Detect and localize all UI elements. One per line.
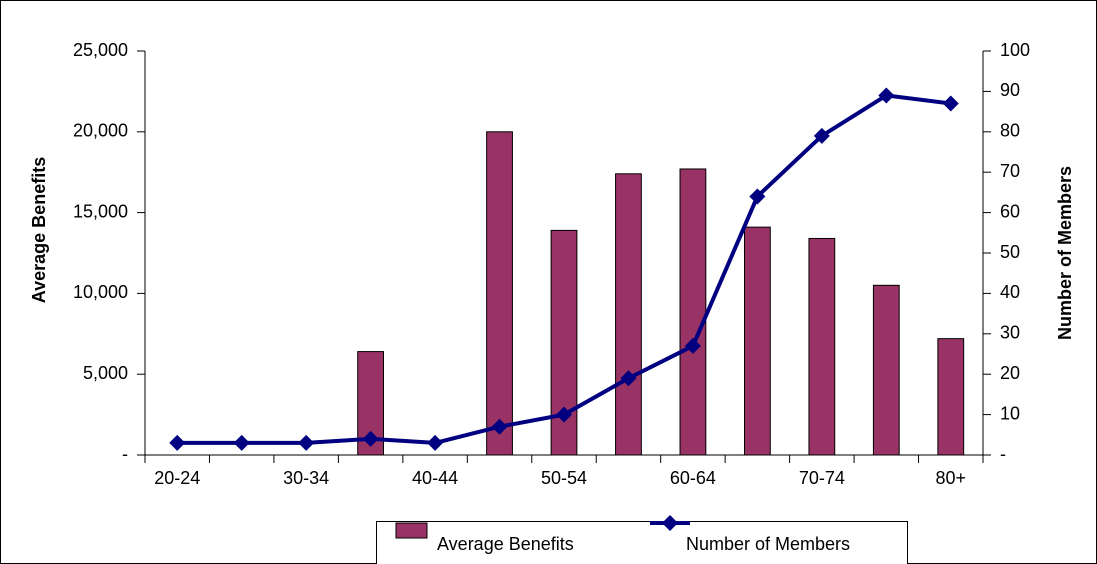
y-tick-label: 15,000 (73, 201, 128, 221)
y-tick-label: 20,000 (73, 121, 128, 141)
x-tick-label: 80+ (935, 468, 966, 488)
marker (491, 418, 508, 435)
bar (937, 338, 965, 456)
x-tick-label: 40-44 (412, 468, 458, 488)
x-tick-label: 70-74 (799, 468, 845, 488)
y-tick-label: 10,000 (73, 282, 128, 302)
y-tick-label: 5,000 (83, 363, 128, 383)
y2-tick-label: 90 (1000, 80, 1020, 100)
y2-tick-label: 100 (1000, 40, 1030, 60)
marker (169, 434, 186, 451)
marker (942, 95, 959, 112)
y2-tick-label: - (1000, 444, 1006, 464)
marker (298, 434, 315, 451)
marker (556, 406, 572, 423)
marker (620, 370, 637, 387)
bar (615, 173, 642, 456)
y-tick-label: 25,000 (73, 40, 128, 60)
marker (749, 188, 766, 205)
y2-tick-label: 50 (1000, 242, 1020, 262)
marker (878, 87, 895, 104)
x-tick-label: 20-24 (154, 468, 200, 488)
y2-axis-title: Number of Members (1055, 166, 1075, 340)
x-tick-label: 50-54 (541, 468, 587, 488)
x-tick-label: 60-64 (670, 468, 716, 488)
marker (813, 127, 830, 144)
legend-swatch (395, 522, 428, 539)
marker (233, 434, 250, 451)
legend-swatch (662, 515, 678, 531)
bar (743, 226, 771, 456)
marker (362, 430, 379, 447)
y2-tick-label: 30 (1000, 323, 1020, 343)
y-axis-title: Average Benefits (29, 157, 49, 303)
y2-tick-label: 20 (1000, 363, 1020, 383)
bar (486, 131, 513, 456)
y2-tick-label: 70 (1000, 161, 1020, 181)
y2-tick-label: 80 (1000, 121, 1020, 141)
x-tick-label: 30-34 (283, 468, 329, 488)
marker (427, 434, 444, 451)
legend-label: Number of Members (686, 534, 850, 554)
marker (684, 337, 701, 354)
bar (808, 237, 836, 456)
y2-tick-label: 60 (1000, 201, 1020, 221)
legend-label: Average Benefits (437, 534, 574, 554)
legend-box (376, 521, 908, 564)
bar (679, 168, 707, 456)
bar (872, 284, 900, 456)
y2-tick-label: 10 (1000, 403, 1020, 423)
y2-tick-label: 40 (1000, 282, 1020, 302)
y-tick-label: - (122, 444, 128, 464)
